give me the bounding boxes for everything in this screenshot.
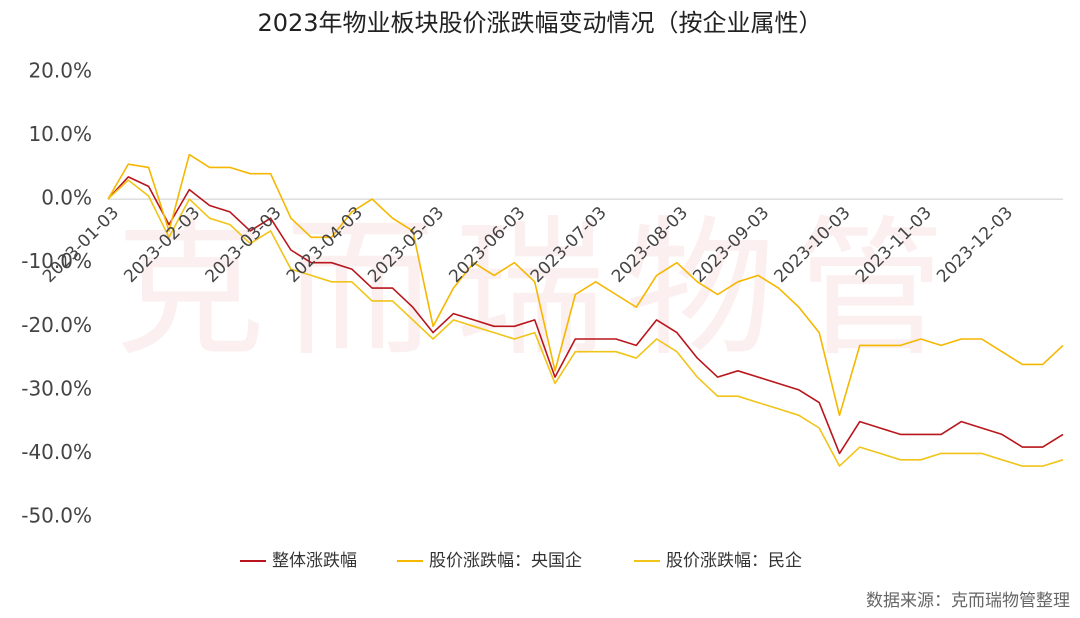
y-tick-label: -20.0% bbox=[21, 313, 92, 337]
series-line bbox=[107, 176, 1064, 455]
x-tick-label: 2023-01-03 bbox=[39, 203, 123, 287]
y-tick-label: -40.0% bbox=[21, 440, 92, 464]
chart-title: 2023年物业板块股价涨跌幅变动情况（按企业属性） bbox=[257, 9, 822, 37]
watermark: 克而瑞物管 bbox=[115, 203, 965, 377]
y-tick-label: -50.0% bbox=[21, 504, 92, 528]
y-tick-label: 0.0% bbox=[41, 186, 92, 210]
series-line bbox=[107, 153, 1064, 417]
legend-label: 股价涨跌幅：民企 bbox=[666, 551, 802, 571]
legend-label: 整体涨跌幅 bbox=[272, 551, 357, 571]
y-tick-label: -10.0% bbox=[21, 249, 92, 273]
source-note: 数据来源：克而瑞物管整理 bbox=[866, 591, 1070, 611]
y-tick-label: 20.0% bbox=[28, 59, 92, 83]
series-line bbox=[107, 179, 1064, 467]
y-tick-label: -30.0% bbox=[21, 376, 92, 400]
y-tick-label: 10.0% bbox=[28, 122, 92, 146]
legend-label: 股价涨跌幅：央国企 bbox=[429, 551, 582, 571]
